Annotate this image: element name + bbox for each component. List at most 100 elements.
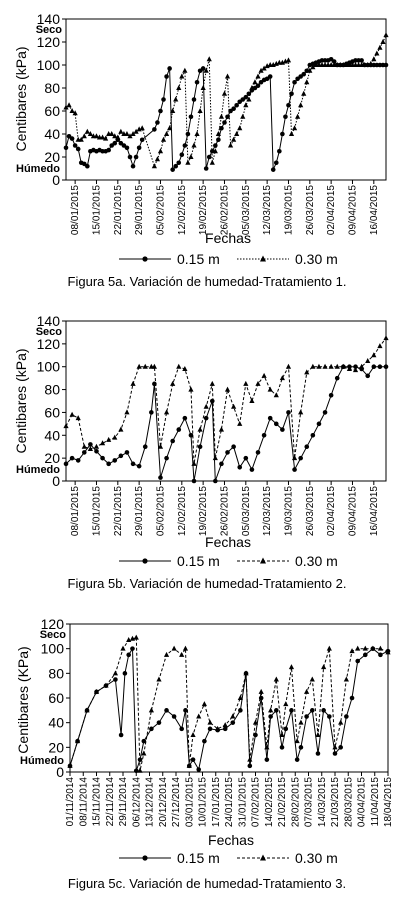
data-point-030m (227, 142, 234, 148)
y-tick-label: 100 (37, 57, 61, 73)
data-point-015m (213, 478, 218, 484)
data-point-030m (182, 366, 188, 371)
data-point-030m (194, 131, 200, 136)
data-point-015m (179, 152, 185, 157)
data-point-015m (349, 695, 355, 701)
data-point-030m (99, 440, 106, 446)
data-point-030m (326, 645, 332, 651)
data-point-030m (197, 108, 203, 113)
data-point-015m (173, 163, 179, 169)
series-line-030m (65, 34, 387, 168)
data-point-030m (133, 634, 139, 640)
data-point-030m (200, 85, 206, 90)
data-point-015m (371, 364, 377, 370)
data-point-030m (222, 722, 228, 728)
data-point-030m (273, 392, 279, 398)
data-point-015m (378, 652, 383, 658)
data-point-015m (222, 726, 228, 732)
x-tick-label: 26/03/2015 (305, 185, 316, 235)
data-point-030m (261, 372, 267, 378)
data-point-030m (63, 104, 69, 110)
x-tick-label: 19/03/2015 (283, 185, 294, 235)
data-point-030m (186, 762, 192, 768)
data-point-015m (243, 455, 249, 461)
legend: 0.15 m 0.30 m (119, 850, 338, 866)
data-point-015m (106, 461, 111, 467)
data-point-030m (237, 695, 243, 700)
data-point-015m (88, 442, 93, 447)
data-point-030m (212, 148, 218, 154)
data-point-015m (72, 143, 78, 148)
figure-caption: Figura 5a. Variación de humedad-Tratamie… (68, 274, 347, 289)
data-point-030m (120, 645, 126, 651)
data-point-030m (380, 39, 386, 44)
data-point-015m (304, 444, 310, 450)
data-point-030m (179, 73, 185, 79)
data-point-015m (188, 114, 194, 120)
y-tick-label: 120 (37, 34, 61, 50)
x-tick-label: 29/01/2015 (134, 486, 145, 536)
data-point-015m (164, 455, 169, 461)
data-point-030m (370, 645, 376, 651)
data-point-015m (238, 708, 243, 713)
data-point-015m (321, 708, 326, 713)
y-tick-label: 60 (44, 404, 60, 420)
data-point-015m (255, 83, 261, 88)
data-point-015m (289, 91, 294, 97)
x-tick-label: 24/01/2015 (224, 777, 235, 827)
x-tick-label: 08/01/2015 (70, 486, 81, 536)
data-point-030m (231, 136, 237, 142)
data-point-015m (294, 757, 300, 762)
data-point-015m (377, 364, 383, 370)
x-tick-label: 05/02/2015 (155, 185, 166, 235)
legend-label: 0.15 m (177, 850, 220, 866)
x-tick-label: 05/02/2015 (155, 486, 166, 536)
data-point-030m (124, 131, 130, 136)
data-point-015m (273, 160, 279, 166)
data-point-030m (84, 707, 90, 713)
data-point-030m (176, 363, 182, 369)
plot-area (65, 320, 387, 482)
data-point-030m (103, 135, 109, 141)
x-tick-label: 28/03/2015 (343, 777, 354, 827)
data-point-015m (327, 714, 332, 719)
x-axis-label: Fechas (205, 230, 251, 246)
data-point-030m (377, 645, 384, 651)
data-point-015m (141, 738, 147, 744)
x-tick-label: 19/02/2015 (198, 185, 209, 235)
data-point-015m (183, 708, 188, 713)
data-point-015m (176, 160, 182, 166)
x-tick-label: 04/04/2015 (357, 777, 368, 827)
data-point-015m (176, 427, 182, 432)
data-point-015m (124, 145, 130, 151)
data-point-015m (85, 163, 90, 169)
data-point-015m (133, 154, 139, 160)
data-point-015m (171, 714, 177, 719)
data-point-015m (231, 106, 236, 111)
data-point-030m (115, 134, 121, 140)
x-tick-label: 21/03/2015 (330, 777, 341, 827)
legend-label: 0.30 m (295, 553, 338, 569)
data-point-015m (182, 143, 188, 148)
data-point-030m (362, 645, 368, 651)
data-point-030m (182, 67, 188, 73)
y-tick-label: 40 (48, 715, 64, 731)
y-axis-label: Centibares (KPa) (15, 646, 31, 753)
x-tick-label: 15/11/2014 (92, 777, 103, 827)
y-tick-label: 20 (44, 149, 60, 165)
data-point-030m (103, 682, 109, 688)
data-point-030m (87, 446, 93, 451)
x-tick-label: 19/02/2015 (198, 486, 209, 536)
y-tick-label: 80 (44, 382, 60, 398)
data-point-015m (322, 410, 328, 415)
data-point-030m (334, 363, 340, 369)
data-point-015m (253, 732, 258, 738)
data-point-030m (252, 719, 259, 725)
data-point-030m (81, 443, 87, 449)
data-point-015m (155, 120, 160, 125)
data-point-015m (69, 136, 75, 141)
data-point-030m (215, 131, 221, 136)
data-point-015m (196, 767, 202, 772)
x-tick-label: 22/01/2015 (113, 185, 124, 235)
data-point-015m (334, 375, 340, 381)
